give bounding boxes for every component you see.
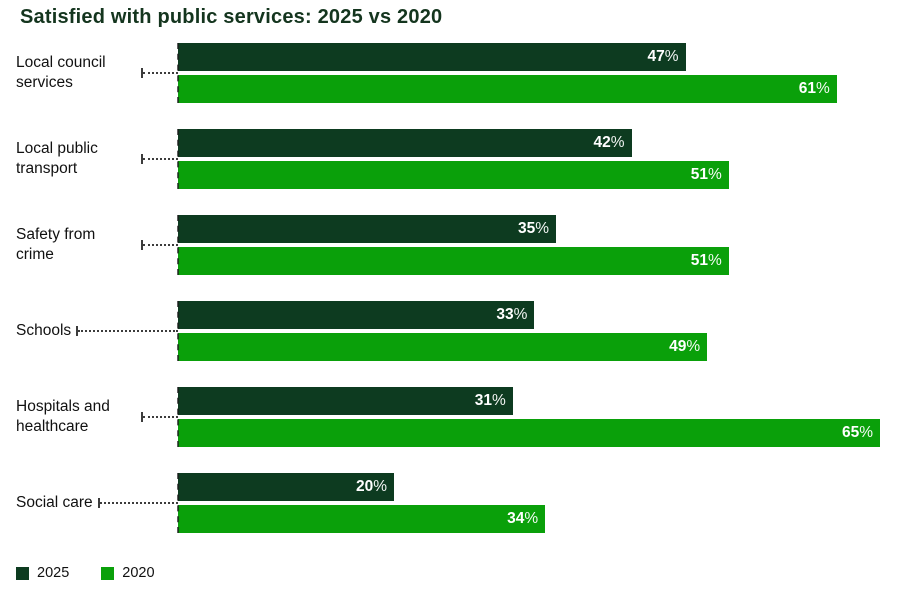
bar-2025: 35% (178, 215, 556, 243)
category-label: Schools (16, 321, 72, 339)
value-label: 47% (647, 48, 679, 65)
axis-baseline (177, 473, 179, 533)
row-local-council-services: Local council services 47% 61% (0, 43, 900, 103)
row-schools: Schools 33% 49% (0, 301, 900, 361)
category-label-cell: Safety from crime (16, 215, 178, 275)
bar-2025: 42% (178, 129, 632, 157)
leader-dots (143, 416, 178, 418)
category-label: Local council services (16, 53, 106, 91)
bar-2020: 61% (178, 75, 837, 103)
bar-2020: 65% (178, 419, 880, 447)
bar-2020: 49% (178, 333, 708, 361)
category-label-cell: Social care (16, 473, 178, 533)
leader-dots (99, 502, 178, 504)
leader-line (141, 240, 178, 250)
bar-group: 31% 65% (177, 387, 880, 447)
legend-swatch-2020 (101, 566, 115, 580)
leader-line (141, 68, 178, 78)
leader-line (76, 326, 178, 336)
value-label: 35% (517, 220, 549, 237)
value-label: 51% (690, 166, 722, 183)
bar-group: 35% 51% (177, 215, 880, 275)
bar-2020: 51% (178, 161, 729, 189)
row-hospitals-and-healthcare: Hospitals and healthcare 31% 65% (0, 387, 900, 447)
value-label: 51% (690, 252, 722, 269)
bar-group: 20% 34% (177, 473, 880, 533)
bar-group: 33% 49% (177, 301, 880, 361)
value-label: 33% (496, 306, 528, 323)
leader-line (141, 154, 178, 164)
axis-baseline (177, 387, 179, 447)
value-label: 34% (507, 510, 539, 527)
axis-baseline (177, 129, 179, 189)
value-label: 49% (669, 338, 701, 355)
category-label-cell: Hospitals and healthcare (16, 387, 178, 447)
bar-2025: 31% (178, 387, 513, 415)
category-label-cell: Local council services (16, 43, 178, 103)
legend: 2025 2020 (16, 565, 155, 581)
bar-2020: 51% (178, 247, 729, 275)
bar-2020: 34% (178, 505, 546, 533)
value-label: 61% (798, 80, 830, 97)
category-label-cell: Local public transport (16, 129, 178, 189)
leader-dots (143, 244, 178, 246)
legend-item-2020: 2020 (101, 565, 155, 581)
chart-title: Satisfied with public services: 2025 vs … (20, 6, 443, 28)
category-label: Hospitals and healthcare (16, 397, 110, 435)
leader-tick (141, 68, 143, 78)
row-social-care: Social care 20% 34% (0, 473, 900, 533)
leader-tick (97, 498, 100, 508)
bar-2025: 47% (178, 43, 686, 71)
leader-line (141, 412, 178, 422)
leader-tick (141, 412, 143, 422)
legend-label: 2020 (122, 565, 155, 581)
leader-tick (141, 154, 143, 164)
leader-dots (143, 158, 178, 160)
category-label: Local public transport (16, 139, 98, 177)
value-label: 31% (474, 392, 506, 409)
leader-tick (141, 240, 143, 250)
legend-swatch-2025 (16, 566, 29, 580)
leader-tick (76, 326, 79, 336)
legend-item-2025: 2025 (16, 565, 69, 581)
value-label: 42% (593, 134, 625, 151)
axis-baseline (177, 43, 179, 103)
row-local-public-transport: Local public transport 42% 51% (0, 129, 900, 189)
leader-dots (143, 72, 178, 74)
bar-2025: 20% (178, 473, 394, 501)
bar-group: 42% 51% (177, 129, 880, 189)
axis-baseline (177, 215, 179, 275)
axis-baseline (177, 301, 179, 361)
row-safety-from-crime: Safety from crime 35% 51% (0, 215, 900, 275)
bar-group: 47% 61% (177, 43, 880, 103)
bar-2025: 33% (178, 301, 535, 329)
legend-label: 2025 (37, 565, 70, 581)
leader-line (97, 498, 178, 508)
category-label: Social care (16, 493, 93, 511)
leader-dots (78, 330, 178, 332)
value-label: 65% (841, 424, 873, 441)
category-label: Safety from crime (16, 225, 96, 263)
value-label: 20% (355, 478, 387, 495)
category-label-cell: Schools (16, 301, 178, 361)
